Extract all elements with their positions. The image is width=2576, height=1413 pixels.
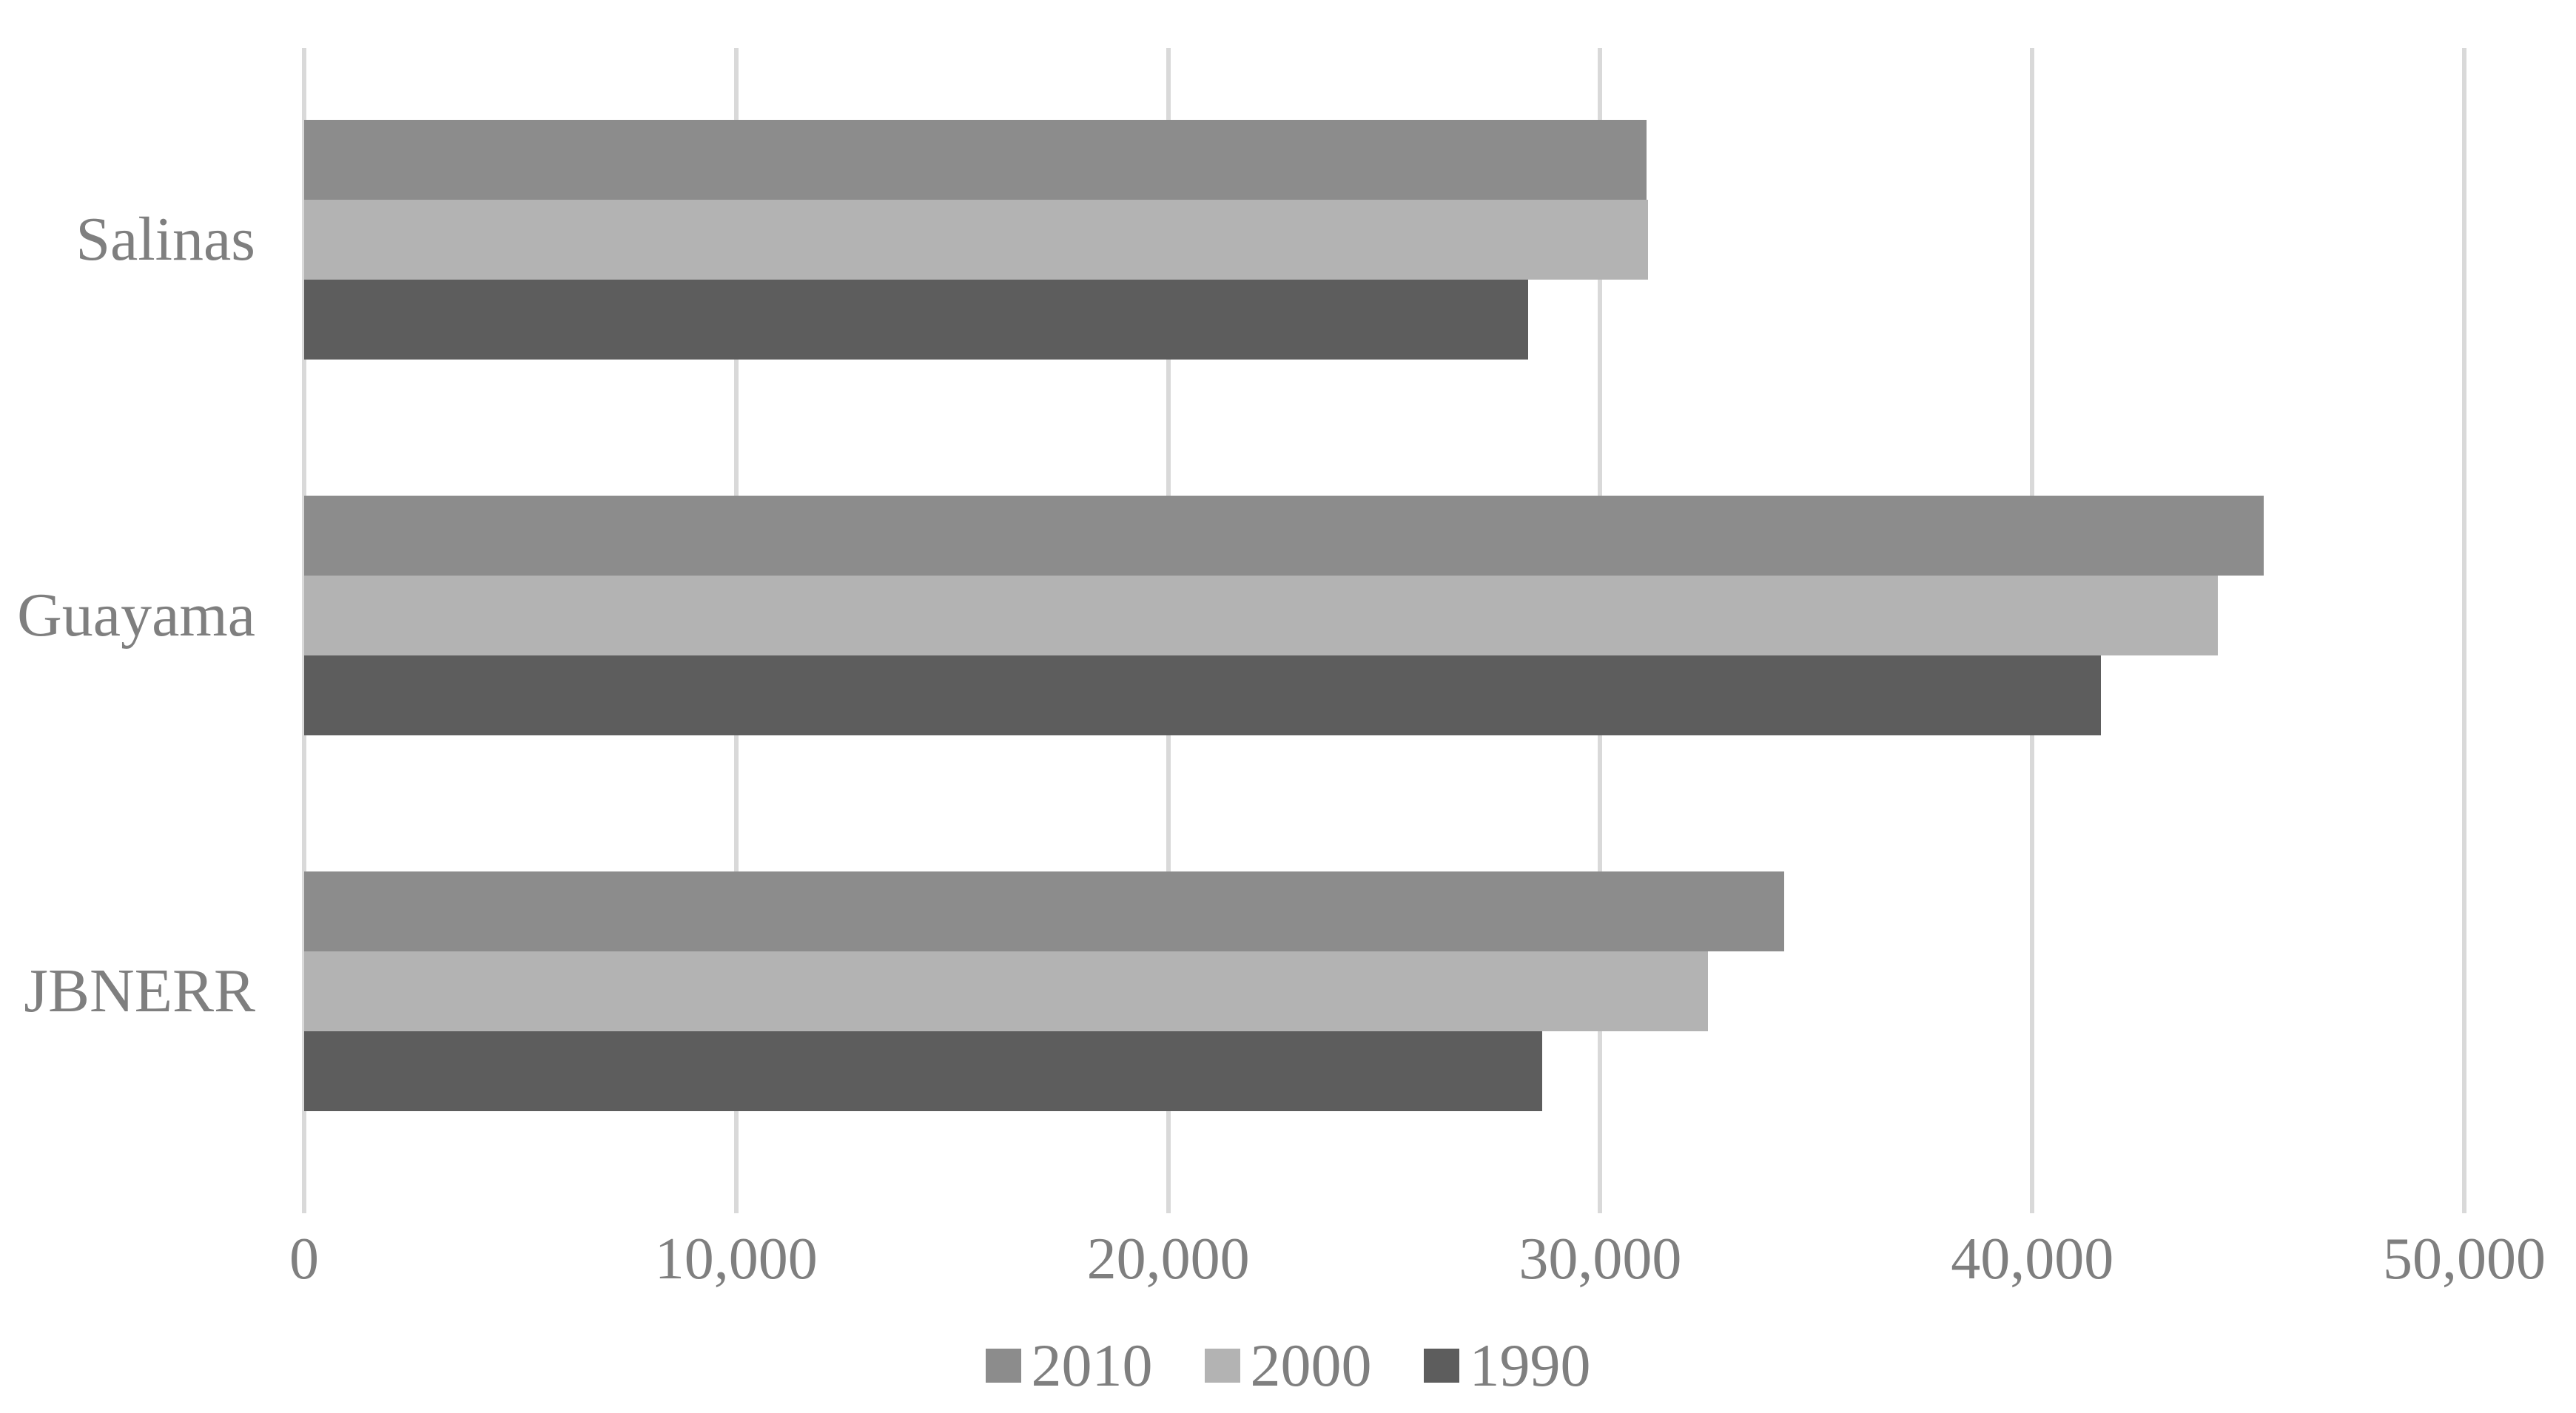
legend: 2010 2000 1990 <box>0 1329 2576 1403</box>
legend-swatch-2000 <box>1204 1349 1240 1383</box>
legend-item-2000: 2000 <box>1204 1329 1372 1403</box>
category-label-jbnerr: JBNERR <box>24 957 255 1025</box>
x-tick-30000: 30,000 <box>1519 1227 1682 1292</box>
bar-guayama-2000 <box>304 576 2219 655</box>
bar-salinas-1990 <box>304 280 1529 360</box>
x-tick-20000: 20,000 <box>1086 1227 1250 1292</box>
gridline-50000 <box>2462 48 2466 1213</box>
category-label-guayama: Guayama <box>17 581 255 650</box>
bar-salinas-2000 <box>304 200 1649 280</box>
legend-item-2010: 2010 <box>985 1329 1153 1403</box>
bar-salinas-2010 <box>304 120 1647 200</box>
category-label-salinas: Salinas <box>75 205 255 274</box>
legend-swatch-1990 <box>1423 1349 1459 1383</box>
x-tick-0: 0 <box>289 1227 319 1292</box>
bar-jbnerr-2000 <box>304 951 1709 1031</box>
bar-guayama-1990 <box>304 655 2101 735</box>
legend-label-2010: 2010 <box>1031 1332 1153 1399</box>
legend-swatch-2010 <box>985 1349 1021 1383</box>
bar-jbnerr-1990 <box>304 1031 1543 1111</box>
x-tick-40000: 40,000 <box>1951 1227 2114 1292</box>
legend-label-2000: 2000 <box>1250 1332 1372 1399</box>
legend-item-1990: 1990 <box>1423 1329 1591 1403</box>
legend-label-1990: 1990 <box>1469 1332 1591 1399</box>
bar-jbnerr-2010 <box>304 871 1785 951</box>
x-tick-10000: 10,000 <box>654 1227 818 1292</box>
bar-guayama-2010 <box>304 496 2264 576</box>
x-tick-50000: 50,000 <box>2383 1227 2546 1292</box>
